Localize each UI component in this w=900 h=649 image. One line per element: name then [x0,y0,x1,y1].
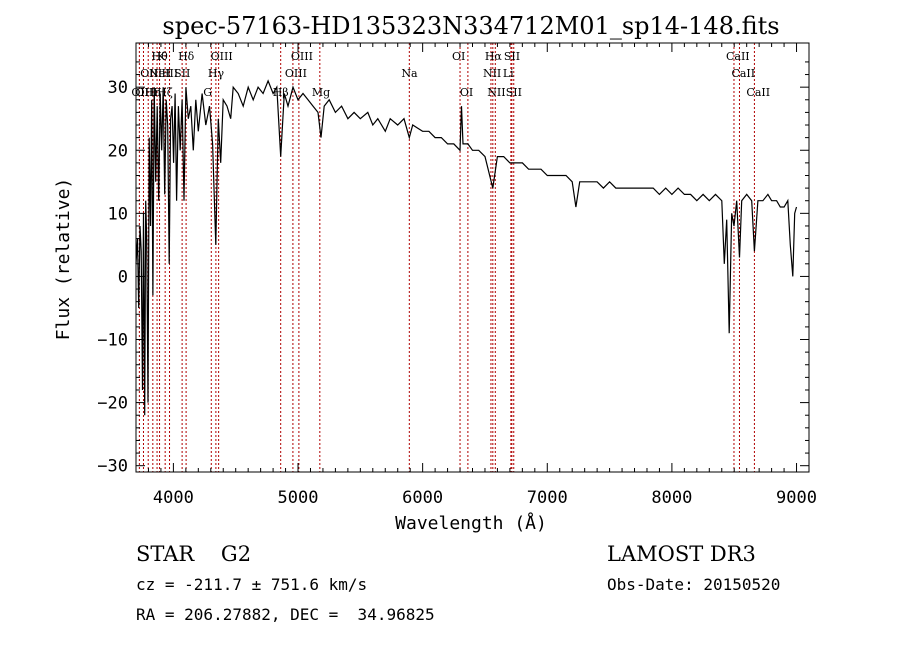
observation-date: Obs-Date: 20150520 [607,575,780,594]
spectral-line-label: CaII [726,50,750,63]
spectral-line-label: OIII [291,50,313,63]
object-class: STAR G2 [136,542,251,566]
spectral-line-label: SII [504,50,520,63]
spectral-line-label: H [162,67,172,80]
spectral-line-label: Hδ [178,50,195,63]
x-axis-ticks: 4000 5000 6000 7000 8000 9000 [135,43,817,508]
spectral-line-label: Li [503,67,514,80]
spectral-line-label: CaII [731,67,755,80]
series-layer [135,79,798,416]
spectral-line-label: OI [460,86,473,99]
spectral-line-label: Hη [145,86,161,99]
spectral-line-label: Hβ [273,86,289,99]
spectral-line-label: OIII [285,67,307,80]
spectral-line-label: Mg [312,86,330,99]
flux-series-line [135,79,798,416]
y-tick-label: 0 [118,267,128,287]
x-tick-label: 6000 [402,488,443,508]
spectral-line-label: Hζ [157,86,173,99]
redshift-cz: cz = -211.7 ± 751.6 km/s [136,575,367,594]
spectral-line-label: NeIII [149,67,178,80]
spectral-line-label: NII [487,86,505,99]
spectral-line-label: Hθ [152,50,169,63]
x-tick-label: 5000 [278,488,319,508]
chart-title: spec-57163-HD135323N334712M01_sp14-148.f… [162,12,779,40]
spectral-line-label: G [203,86,212,99]
spectral-line-label: CaII [746,86,770,99]
y-axis-ticks: −30 −20 −10 0 10 20 30 [97,61,809,477]
spectral-line-label: OI [452,50,465,63]
y-tick-label: −20 [97,394,128,414]
spectral-line-label: Hγ [208,67,225,80]
y-tick-label: 10 [108,204,128,224]
spectral-line-label: SII [506,86,522,99]
spectral-lines-layer [138,43,755,472]
survey-name: LAMOST DR3 [607,542,756,566]
spectral-line-label: SII [174,67,190,80]
x-axis-label: Wavelength (Å) [395,512,547,534]
y-tick-label: −30 [97,457,128,477]
y-axis-label: Flux (relative) [53,178,74,341]
spectral-line-label: OIII [140,67,162,80]
x-tick-label: 9000 [776,488,817,508]
x-tick-label: 4000 [153,488,194,508]
y-tick-label: 30 [108,78,128,98]
y-tick-label: −10 [97,331,128,351]
spectral-line-label: K [157,50,166,63]
spectral-line-label: NII [483,67,501,80]
spectral-line-label: OIII [135,86,157,99]
spectral-line-label: Hα [485,50,503,63]
x-tick-label: 8000 [651,488,692,508]
spectral-line-label: Na [401,67,418,80]
spectral-line-label: OIII [211,50,233,63]
x-tick-label: 7000 [527,488,568,508]
y-tick-label: 20 [108,141,128,161]
coordinates: RA = 206.27882, DEC = 34.96825 [136,605,435,624]
plot-frame [135,42,810,473]
